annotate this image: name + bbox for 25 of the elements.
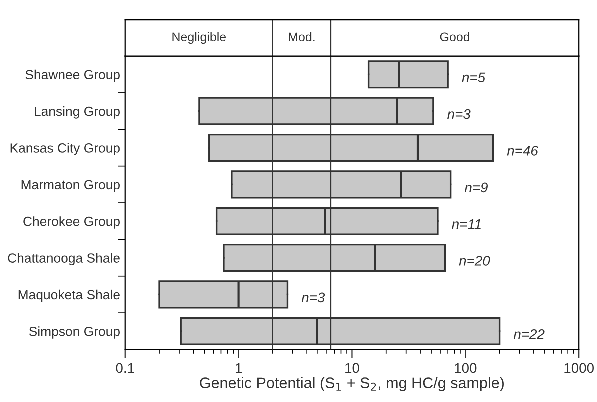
y-tick-label: Shawnee Group [26, 70, 120, 82]
y-tick-label: Lansing Group [35, 106, 120, 119]
annotation: n=5 [462, 72, 486, 83]
annotation: n=11 [452, 220, 481, 230]
annotation: n=9 [464, 182, 488, 193]
x-axis-title: Genetic Potential (S$_{1}$ + S$_{2}$, mg HC/g sample) [200, 377, 504, 392]
y-tick-label: Chattanooga Shale [8, 253, 120, 266]
annotation: n=3 [448, 109, 471, 120]
x-tick-label: 1000 [564, 363, 594, 374]
annotation: n=20 [459, 256, 490, 266]
y-tick-label: Marmaton Group [22, 180, 120, 192]
x-tick-label: 1 [236, 363, 242, 373]
annotation: n=22 [514, 329, 545, 340]
y-tick-label: Cherokee Group [24, 216, 120, 229]
text: Good [440, 32, 470, 42]
annotation: n=46 [507, 146, 538, 156]
y-tick-label: Simpson Group [29, 326, 120, 339]
y-tick-label: Kansas City Group [10, 143, 120, 156]
x-tick-label: 0.1 [116, 363, 134, 374]
text: Mod. [289, 32, 315, 42]
text: Negligible [172, 32, 226, 44]
y-tick-label: Maquoketa Shale [18, 290, 120, 302]
x-tick-label: 100 [455, 363, 477, 374]
x-tick-label: 10 [346, 363, 360, 374]
annotation: n=3 [302, 292, 326, 303]
